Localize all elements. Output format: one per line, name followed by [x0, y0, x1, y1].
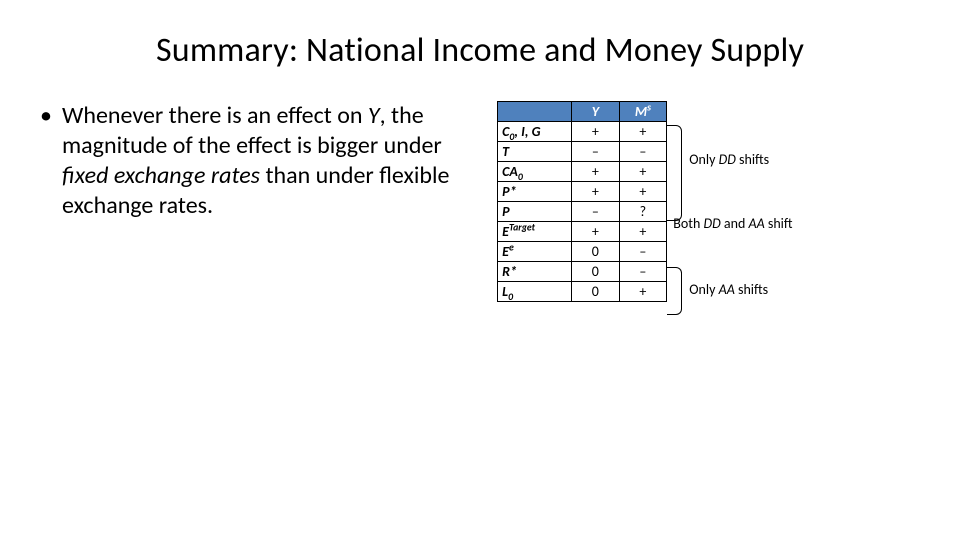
annot-aa-post: shifts [735, 281, 768, 298]
body-row: Whenever there is an effect on Y, the ma… [40, 101, 920, 302]
annot-aa-it: AA [719, 281, 735, 298]
row-label: ETarget [498, 222, 572, 242]
row-label: P* [498, 182, 572, 202]
cell-y: 0 [572, 282, 620, 302]
table-header-y: Y [572, 102, 620, 122]
annot-both: Both DD and AA shift [673, 215, 792, 232]
cell-ms: + [619, 282, 667, 302]
table-row: Ee0– [498, 242, 667, 262]
cell-ms: – [619, 142, 667, 162]
cell-ms: – [619, 242, 667, 262]
annot-dd-it: DD [719, 151, 736, 168]
slide: Summary: National Income and Money Suppl… [0, 0, 960, 540]
table-row: P–? [498, 202, 667, 222]
cell-ms: + [619, 122, 667, 142]
annot-both-post: shift [765, 215, 793, 232]
table-row: P*++ [498, 182, 667, 202]
cell-y: + [572, 222, 620, 242]
cell-y: + [572, 122, 620, 142]
row-label: L0 [498, 282, 572, 302]
table-header-ms: Ms [619, 102, 667, 122]
bullet-fixed: fixed exchange rates [62, 161, 260, 190]
cell-y: – [572, 142, 620, 162]
row-label: Ee [498, 242, 572, 262]
table-row: R*0– [498, 262, 667, 282]
row-label: CA0 [498, 162, 572, 182]
ms-base: M [635, 103, 647, 120]
cell-y: + [572, 162, 620, 182]
annot-both-mid: and [721, 215, 749, 232]
bullet-item: Whenever there is an effect on Y, the ma… [40, 101, 487, 221]
table-header-row: Y Ms [498, 102, 667, 122]
brace-aa [667, 267, 682, 315]
annot-both-it: DD [703, 215, 720, 232]
cell-y: – [572, 202, 620, 222]
annot-both-it2: AA [748, 215, 764, 232]
table-row: L00+ [498, 282, 667, 302]
table-column: Y Ms C0, I, G++T––CA0++P*++P–?ETarget++E… [497, 101, 667, 302]
annot-aa-pre: Only [689, 281, 718, 298]
cell-y: 0 [572, 242, 620, 262]
row-label: T [498, 142, 572, 162]
cell-y: + [572, 182, 620, 202]
row-label: P [498, 202, 572, 222]
row-label: R* [498, 262, 572, 282]
table-row: ETarget++ [498, 222, 667, 242]
cell-ms: + [619, 162, 667, 182]
table-row: C0, I, G++ [498, 122, 667, 142]
ms-sup: s [647, 101, 651, 113]
bullet-list: Whenever there is an effect on Y, the ma… [40, 101, 487, 221]
brace-dd [667, 125, 682, 221]
annot-dd-post: shifts [736, 151, 769, 168]
annot-dd-pre: Only [689, 151, 718, 168]
cell-ms: + [619, 182, 667, 202]
annot-aa: Only AA shifts [689, 281, 768, 298]
cell-ms: ? [619, 202, 667, 222]
table-row: T–– [498, 142, 667, 162]
annot-dd: Only DD shifts [689, 151, 769, 168]
bullet-y: Y [368, 101, 380, 130]
bullet-text-pre: Whenever there is an effect on [62, 101, 368, 130]
table-row: CA0++ [498, 162, 667, 182]
cell-ms: – [619, 262, 667, 282]
slide-title: Summary: National Income and Money Suppl… [40, 30, 920, 71]
annot-both-pre: Both [673, 215, 703, 232]
effects-table: Y Ms C0, I, G++T––CA0++P*++P–?ETarget++E… [497, 101, 667, 302]
cell-y: 0 [572, 262, 620, 282]
bullet-column: Whenever there is an effect on Y, the ma… [40, 101, 497, 221]
table-header-corner [498, 102, 572, 122]
row-label: C0, I, G [498, 122, 572, 142]
cell-ms: + [619, 222, 667, 242]
